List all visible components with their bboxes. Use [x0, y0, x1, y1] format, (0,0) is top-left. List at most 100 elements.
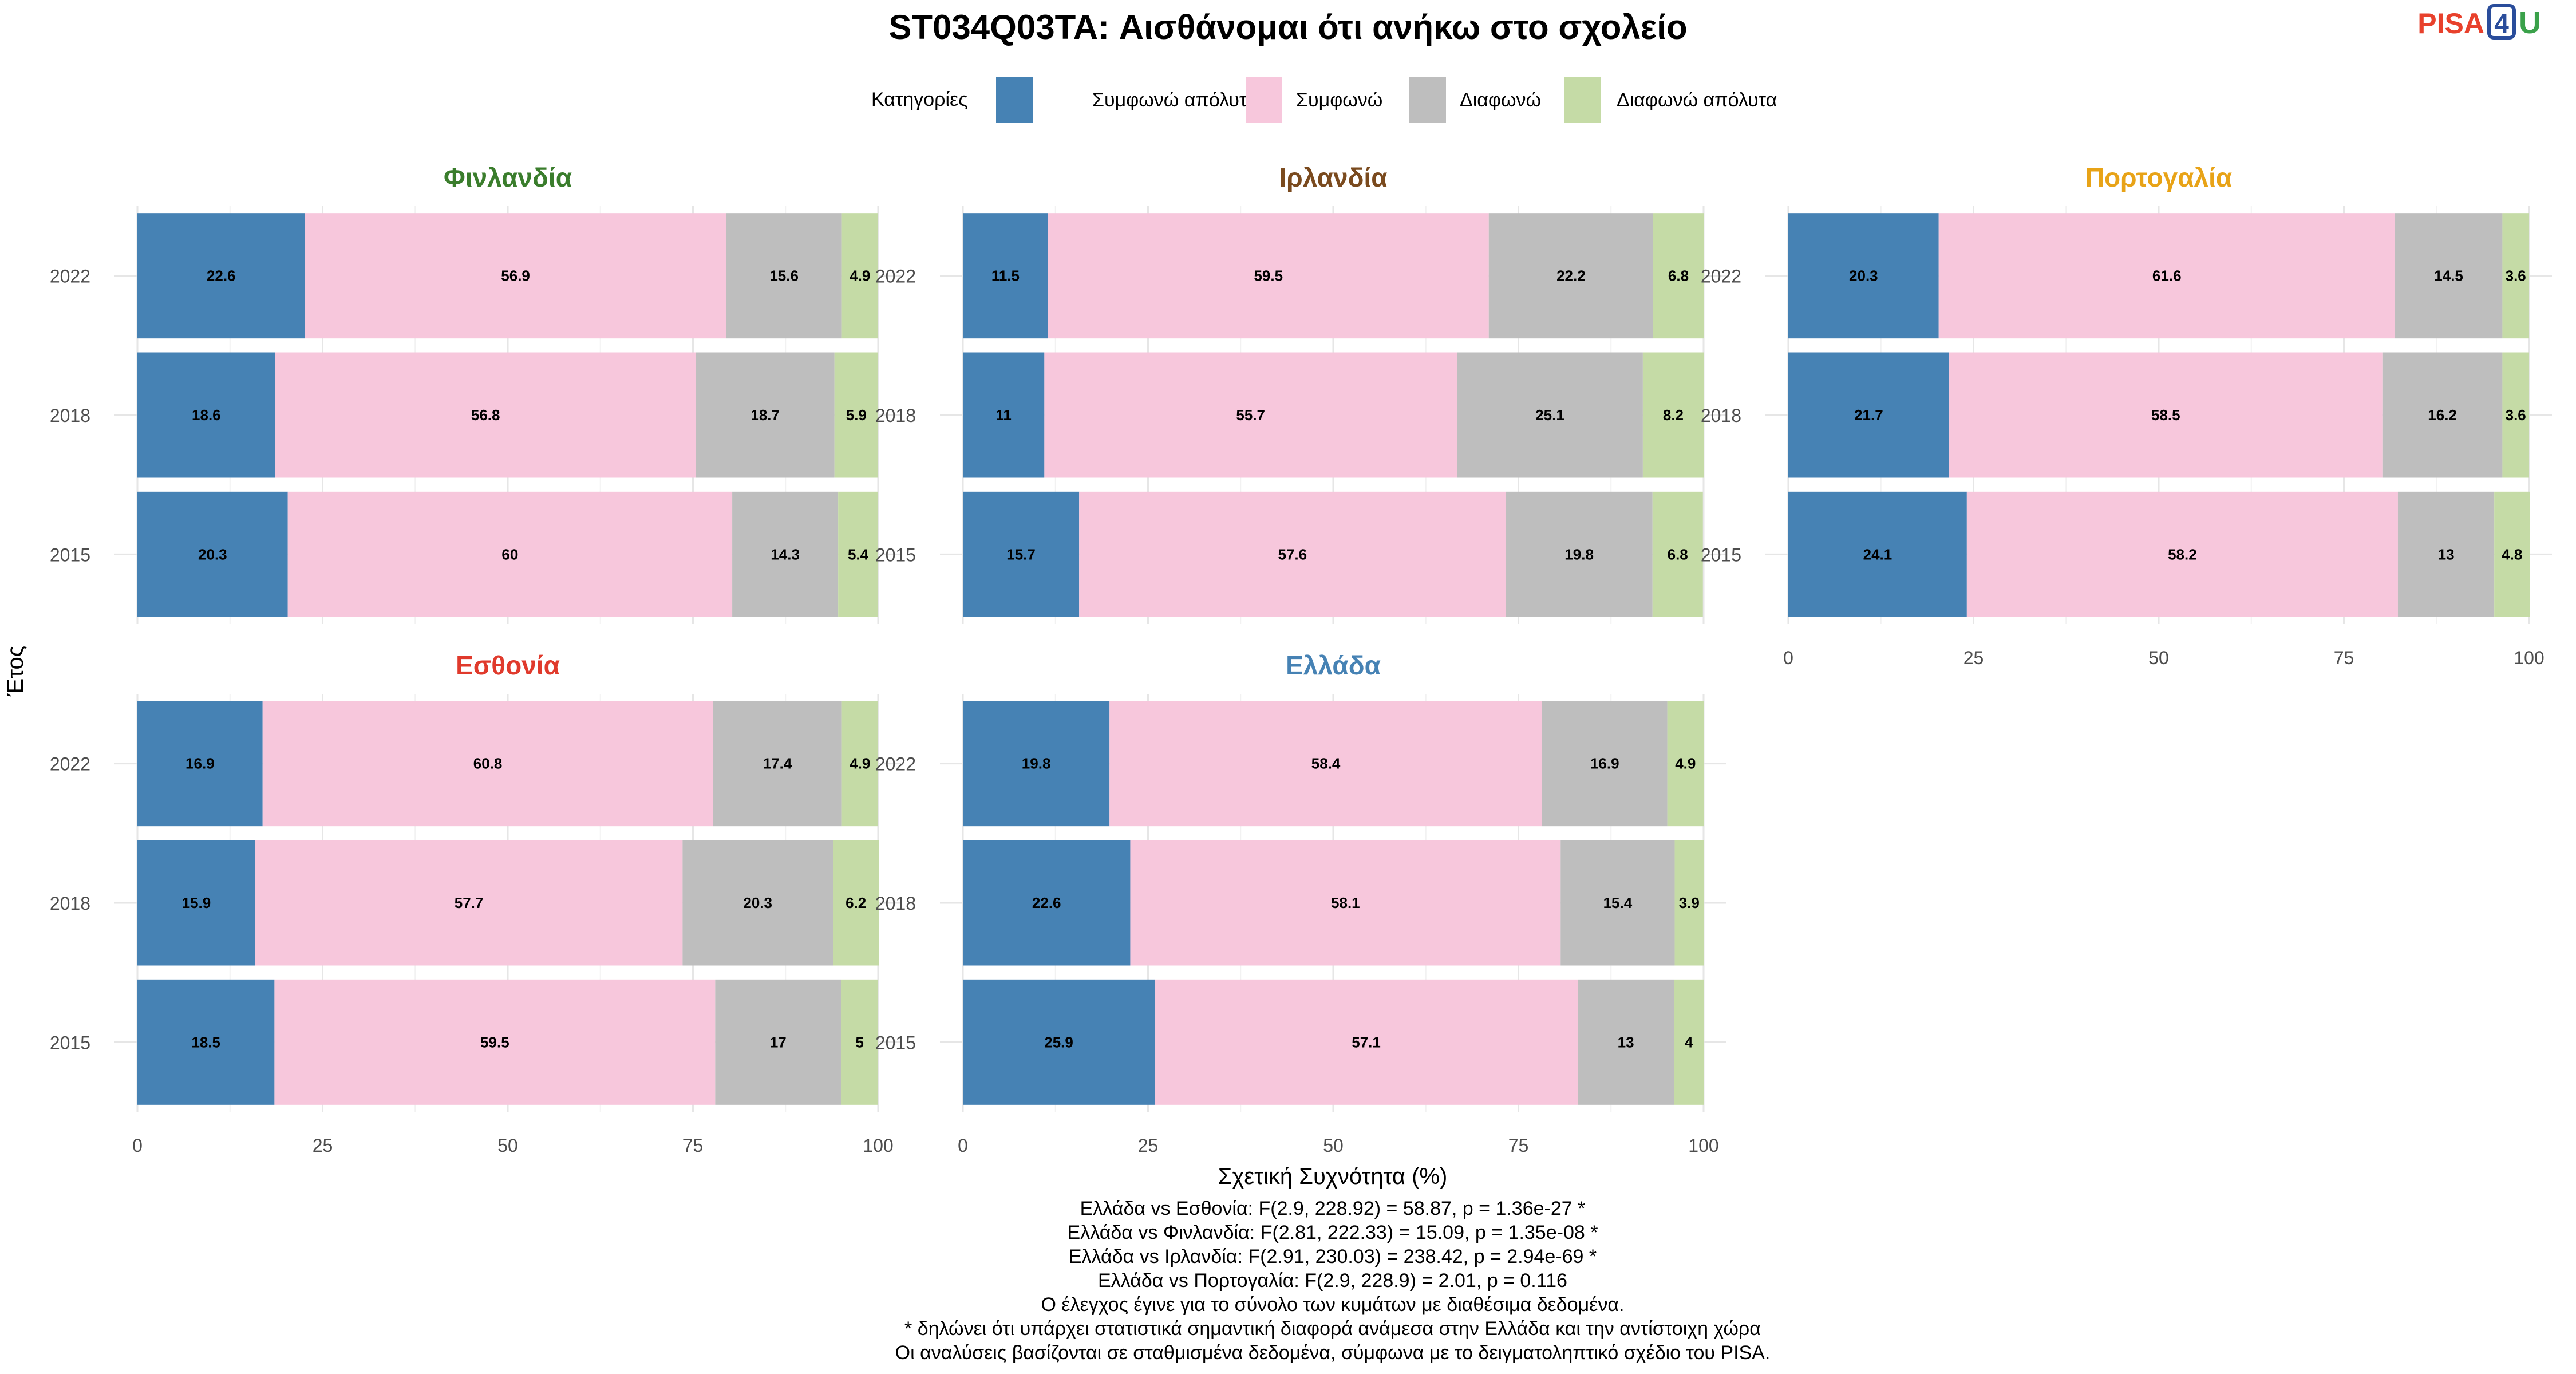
x-tick-label: 50 — [497, 1135, 518, 1156]
data-label: 4.8 — [2502, 546, 2522, 563]
y-tick-label: 2022 — [50, 754, 90, 775]
facet-panel: Εσθονία 2022 16.9 60.8 17.4 4.9 2018 15.9 57.7 20… — [50, 650, 901, 1156]
bar-segment — [963, 491, 1080, 617]
y-tick-label: 2015 — [50, 544, 90, 565]
bar-segment — [833, 840, 879, 966]
legend: Κατηγορίες Συμφωνώ απόλυτα Συμφωνώ Διαφωνώ… — [871, 77, 1777, 123]
data-label: 21.7 — [1854, 406, 1883, 424]
bar-segment — [1542, 701, 1668, 827]
data-label: 60 — [501, 546, 518, 563]
bar-segment — [255, 840, 683, 966]
note-line: Ελλάδα vs Εσθονία: F(2.9, 228.92) = 58.8… — [1080, 1198, 1586, 1219]
data-label: 57.6 — [1278, 546, 1307, 563]
y-tick-label: 2022 — [1701, 266, 1741, 287]
data-label: 15.7 — [1006, 546, 1036, 563]
legend-label: Διαφωνώ απόλυτα — [1617, 89, 1777, 111]
bar-segment — [1788, 352, 1949, 478]
bar-segment — [1109, 701, 1542, 827]
data-label: 4.9 — [1675, 755, 1696, 772]
bar-segment — [137, 840, 255, 966]
logo-text-u: U — [2519, 6, 2541, 40]
data-label: 14.3 — [771, 546, 800, 563]
bar-segment — [834, 352, 878, 478]
x-tick-label: 100 — [863, 1135, 893, 1156]
data-label: 8.2 — [1663, 406, 1684, 424]
data-label: 20.3 — [1849, 267, 1878, 285]
data-label: 56.9 — [501, 267, 530, 285]
note-line: * δηλώνει ότι υπάρχει στατιστικά σημαντι… — [904, 1318, 1761, 1340]
facet-title: Πορτογαλία — [2085, 163, 2232, 192]
bar-segment — [1560, 840, 1675, 966]
y-tick-label: 2015 — [50, 1032, 90, 1053]
bar-segment — [963, 352, 1045, 478]
note-line: Ελλάδα vs Φινλανδία: F(2.81, 222.33) = 1… — [1068, 1222, 1598, 1243]
data-label: 13 — [1618, 1033, 1634, 1051]
bar-segment — [715, 979, 841, 1105]
x-tick-label: 100 — [1688, 1135, 1718, 1156]
data-label: 22.6 — [207, 267, 236, 285]
bar-segment — [1788, 491, 1967, 617]
legend-swatch — [1246, 77, 1282, 123]
legend-swatch — [1564, 77, 1601, 123]
x-axis-label: Σχετική Συχνότητα (%) — [1218, 1164, 1448, 1189]
bar-segment — [1667, 701, 1704, 827]
logo-text-4: 4 — [2494, 9, 2509, 38]
x-tick-label: 75 — [2334, 647, 2354, 668]
bar-segment — [137, 213, 305, 339]
bar-segment — [1652, 491, 1703, 617]
facet-title: Εσθονία — [456, 650, 560, 680]
data-label: 15.9 — [182, 894, 211, 911]
legend-label: Συμφωνώ — [1296, 89, 1382, 111]
x-tick-label: 0 — [1783, 647, 1793, 668]
bar-segment — [682, 840, 833, 966]
bar-segment — [2502, 213, 2529, 339]
data-label: 22.6 — [1032, 894, 1061, 911]
bar-segment — [305, 213, 726, 339]
data-label: 3.9 — [1679, 894, 1700, 911]
y-tick-label: 2018 — [875, 893, 916, 914]
bar-segment — [1966, 491, 2398, 617]
note-line: Ο έλεγχος έγινε για το σύνολο των κυμάτω… — [1041, 1294, 1625, 1316]
bar-segment — [838, 491, 878, 617]
bar-segment — [963, 979, 1155, 1105]
data-label: 58.2 — [2168, 546, 2197, 563]
data-label: 4 — [1685, 1033, 1693, 1051]
bar-segment — [1788, 213, 1939, 339]
facet-panel: Ιρλανδία 2022 11.5 59.5 22.2 6.8 2018 11 55.7 25.… — [875, 163, 1726, 624]
legend-swatch — [1409, 77, 1446, 123]
data-label: 25.9 — [1044, 1033, 1073, 1051]
facet-panel: Φινλανδία 2022 22.6 56.9 15.6 4.9 2018 18.6 56.8… — [50, 163, 901, 624]
bar-segment — [2494, 491, 2530, 617]
bar-segment — [1674, 840, 1704, 966]
bar-segment — [963, 840, 1131, 966]
facet-title: Ιρλανδία — [1279, 163, 1387, 192]
y-tick-label: 2015 — [1701, 544, 1741, 565]
notes-block: Ελλάδα vs Εσθονία: F(2.9, 228.92) = 58.8… — [895, 1198, 1771, 1364]
x-tick-label: 25 — [1138, 1135, 1159, 1156]
bar-segment — [841, 979, 878, 1105]
bar-segment — [732, 491, 839, 617]
x-tick-label: 25 — [313, 1135, 333, 1156]
y-tick-label: 2018 — [50, 405, 90, 426]
bar-segment — [2502, 352, 2529, 478]
data-label: 5.4 — [848, 546, 869, 563]
data-label: 11 — [995, 406, 1012, 424]
bar-segment — [696, 352, 835, 478]
data-label: 22.2 — [1556, 267, 1586, 285]
data-label: 15.4 — [1603, 894, 1633, 911]
data-label: 14.5 — [2434, 267, 2463, 285]
data-label: 3.6 — [2506, 406, 2526, 424]
logo-text-pisa: PISA — [2417, 7, 2484, 40]
x-tick-label: 50 — [2148, 647, 2169, 668]
legend-swatch — [996, 77, 1033, 123]
data-label: 16.2 — [2428, 406, 2457, 424]
data-label: 19.8 — [1022, 755, 1051, 772]
bar-segment — [1653, 213, 1704, 339]
bar-segment — [841, 213, 878, 339]
facet-title: Ελλάδα — [1286, 650, 1381, 680]
facet-panel: Ελλάδα 2022 19.8 58.4 16.9 4.9 2018 22.6 58.1 15.… — [875, 650, 1726, 1156]
data-label: 58.5 — [2151, 406, 2180, 424]
bar-segment — [1488, 213, 1654, 339]
bar-segment — [137, 701, 263, 827]
